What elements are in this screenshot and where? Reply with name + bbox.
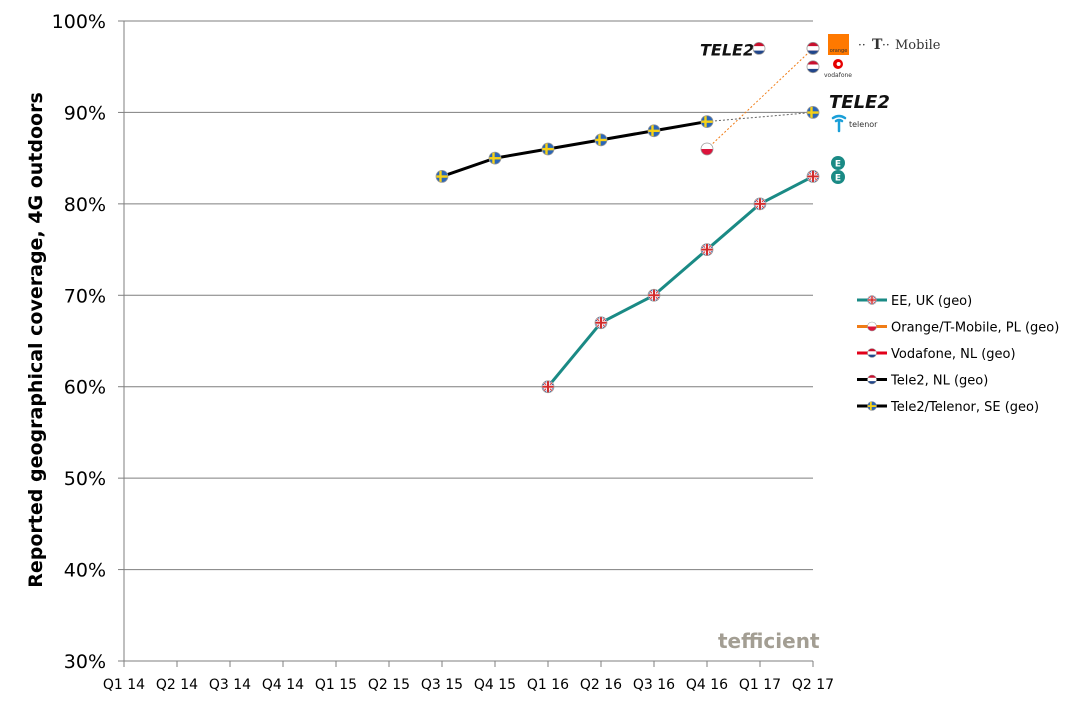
x-tick-label: Q4 14: [262, 677, 304, 693]
x-tick-label: Q4 15: [474, 677, 516, 693]
x-tick-label: Q2 16: [580, 677, 622, 693]
data-point-marker: [700, 243, 714, 256]
x-tick-label: Q1 15: [315, 677, 357, 693]
x-tick-label: Q1 17: [739, 677, 781, 693]
t-mobile-logo: ·· T ·· Mobile: [858, 37, 941, 53]
legend-marker: [867, 374, 877, 385]
x-tick-label: Q3 14: [209, 677, 251, 693]
data-point-marker: [435, 170, 449, 183]
legend: EE, UK (geo) Orange/T-Mobile, PL (geo) Vod…: [857, 294, 1059, 415]
vodafone-logo: vodafone: [824, 59, 852, 79]
data-point-marker: [806, 106, 820, 119]
legend-marker: [867, 348, 877, 358]
t-mobile-t: T: [872, 37, 883, 53]
y-tick-label: 100%: [52, 11, 106, 33]
y-tick-label: 50%: [64, 468, 106, 490]
legend-entry: Vodafone, NL (geo): [857, 347, 1016, 362]
data-point-marker: [806, 42, 820, 55]
ee-logo-letter: E: [835, 160, 841, 170]
series-line-segment: [600, 129, 655, 142]
data-point-marker: [753, 197, 767, 211]
legend-label: Orange/T-Mobile, PL (geo): [891, 321, 1059, 336]
vodafone-logo-text: vodafone: [824, 72, 852, 79]
ee-logo: E: [831, 156, 845, 170]
x-tick-label: Q1 16: [527, 677, 569, 693]
y-axis-label: Reported geographical coverage, 4G outdo…: [25, 92, 47, 587]
series-lines: [441, 48, 814, 388]
series-line-segment: [706, 48, 814, 150]
orange-logo: orange: [828, 34, 849, 55]
data-point-marker: [488, 151, 502, 165]
legend-marker: [867, 321, 877, 332]
y-tick-label: 30%: [64, 651, 106, 673]
y-tick-label: 40%: [64, 560, 106, 582]
data-point-marker: [594, 316, 608, 330]
y-tick-label: 60%: [64, 377, 106, 399]
data-point-marker: [647, 124, 661, 138]
x-tick-label: Q2 15: [368, 677, 410, 693]
y-tick-label: 70%: [64, 285, 106, 307]
legend-label: Tele2/Telenor, SE (geo): [890, 400, 1039, 415]
x-tick-label: Q4 16: [686, 677, 728, 693]
legend-entry: Tele2/Telenor, SE (geo): [857, 400, 1039, 415]
legend-marker: [867, 401, 877, 411]
legend-label: Tele2, NL (geo): [890, 374, 988, 389]
legend-marker: [867, 295, 877, 305]
data-point-marker: [700, 142, 714, 156]
operator-logos: TELE2 orange ·· T ·· MobilevodafoneTELE2telen…: [700, 34, 941, 184]
series-line-segment: [600, 293, 655, 325]
data-point-marker: [806, 60, 820, 74]
data-point-marker: [647, 288, 661, 302]
tele2-se-logo: TELE2: [829, 92, 890, 113]
legend-entry: Orange/T-Mobile, PL (geo): [857, 321, 1059, 336]
tefficient-watermark: tefficient: [718, 629, 820, 653]
t-mobile-dots: ··: [858, 38, 866, 52]
ee-logo-letter: E: [835, 174, 841, 184]
legend-entry: Tele2, NL (geo): [857, 374, 988, 389]
telenor-logo-text: telenor: [849, 120, 878, 129]
orange-logo-text: orange: [830, 48, 848, 54]
series-line-segment: [441, 156, 496, 178]
x-tick-labels: Q1 14 Q2 14 Q3 14 Q4 14 Q1 15 Q2 15 Q3 15 Q4 15…: [103, 677, 834, 693]
data-point-marker: [541, 380, 555, 394]
series-line-segment: [653, 248, 708, 297]
series-line-segment: [706, 111, 814, 123]
series-line-segment: [759, 175, 814, 206]
axes: [123, 21, 814, 667]
data-point-marker: [700, 115, 714, 128]
legend-entry: EE, UK (geo): [857, 294, 972, 309]
data-point-marker: [806, 170, 820, 183]
x-tick-label: Q3 15: [421, 677, 463, 693]
t-mobile-text: Mobile: [895, 38, 941, 53]
t-mobile-dots: ··: [882, 38, 890, 52]
x-tick-label: Q3 16: [633, 677, 675, 693]
x-tick-label: Q1 14: [103, 677, 145, 693]
data-point-marker: [541, 142, 555, 156]
series-line-segment: [547, 138, 602, 151]
y-tick-label: 80%: [64, 194, 106, 216]
y-tick-labels: 30% 40% 50% 60% 70% 80% 90% 100%: [52, 11, 106, 673]
x-tick-label: Q2 17: [792, 677, 834, 693]
series-line-segment: [546, 321, 603, 388]
ee-logo: E: [831, 170, 845, 184]
series-line-segment: [653, 120, 708, 133]
series-line-segment: [706, 202, 761, 251]
y-tick-label: 90%: [64, 102, 106, 124]
gridlines: [118, 20, 813, 662]
legend-label: Vodafone, NL (geo): [891, 347, 1016, 362]
tele2-nl-flag: [752, 42, 766, 55]
telenor-logo: telenor: [831, 114, 878, 133]
legend-label: EE, UK (geo): [891, 294, 972, 309]
series-line-segment: [494, 147, 549, 160]
x-tick-label: Q2 14: [156, 677, 198, 693]
data-point-marker: [594, 133, 608, 147]
tele2-nl-logo: TELE2: [700, 40, 754, 59]
series-markers: [435, 42, 820, 394]
